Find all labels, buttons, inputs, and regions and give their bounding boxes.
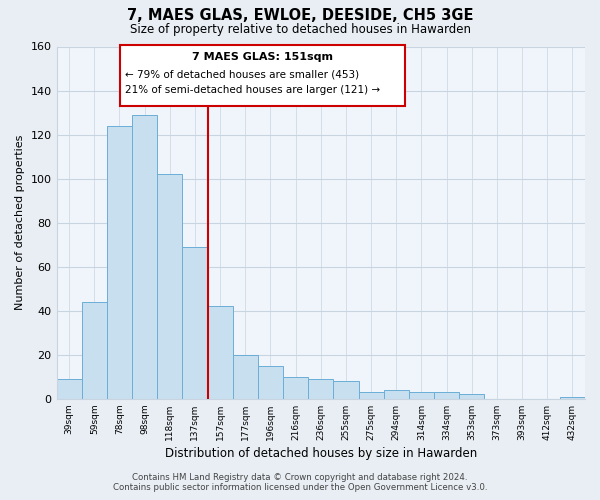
Bar [132,115,157,399]
Y-axis label: Number of detached properties: Number of detached properties [15,135,25,310]
Bar [434,392,459,399]
Bar [107,126,132,399]
Bar [359,392,383,399]
Bar [258,366,283,399]
Bar [233,355,258,399]
FancyBboxPatch shape [120,44,406,106]
Text: 21% of semi-detached houses are larger (121) →: 21% of semi-detached houses are larger (… [125,86,380,96]
Bar [157,174,182,399]
Bar [334,381,359,399]
Text: 7, MAES GLAS, EWLOE, DEESIDE, CH5 3GE: 7, MAES GLAS, EWLOE, DEESIDE, CH5 3GE [127,8,473,22]
Bar [409,392,434,399]
Bar [208,306,233,399]
Text: Size of property relative to detached houses in Hawarden: Size of property relative to detached ho… [130,22,470,36]
Bar [308,379,334,399]
Bar [82,302,107,399]
Bar [383,390,409,399]
Text: ← 79% of detached houses are smaller (453): ← 79% of detached houses are smaller (45… [125,70,359,80]
Bar [182,247,208,399]
Bar [56,379,82,399]
Text: 7 MAES GLAS: 151sqm: 7 MAES GLAS: 151sqm [192,52,333,62]
Bar [560,396,585,399]
X-axis label: Distribution of detached houses by size in Hawarden: Distribution of detached houses by size … [164,447,477,460]
Text: Contains HM Land Registry data © Crown copyright and database right 2024.
Contai: Contains HM Land Registry data © Crown c… [113,473,487,492]
Bar [283,377,308,399]
Bar [459,394,484,399]
